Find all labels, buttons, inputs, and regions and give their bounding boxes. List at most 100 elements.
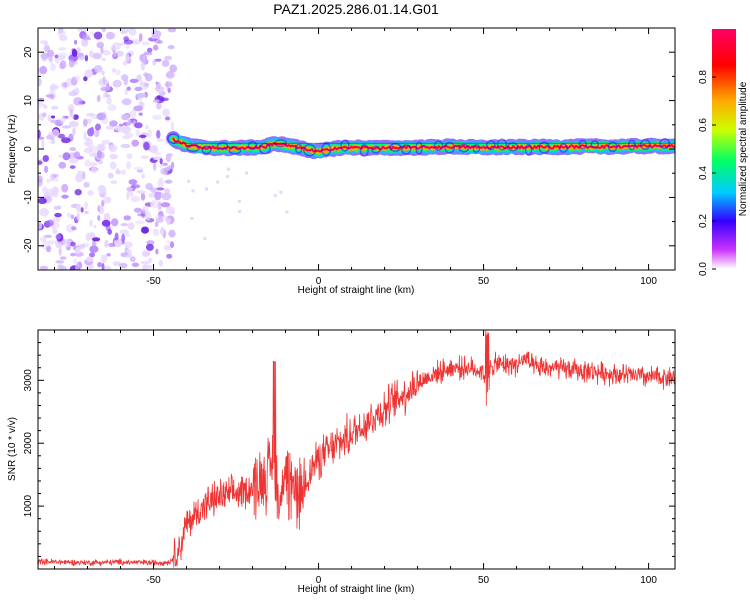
- noise-blob: [66, 212, 72, 218]
- noise-blob: [101, 219, 111, 227]
- noise-blob: [102, 76, 106, 85]
- noise-blob: [43, 105, 48, 109]
- noise-blob: [70, 241, 76, 247]
- ridge-blob: [303, 143, 317, 157]
- ridge-blob: [201, 145, 212, 155]
- noise-blob: [55, 234, 61, 240]
- noise-blob: [87, 127, 95, 137]
- noise-blob: [68, 91, 78, 97]
- y-tick-label: 3000: [23, 369, 34, 392]
- noise-blob: [102, 92, 106, 99]
- noise-blob: [141, 226, 149, 234]
- noise-blob: [131, 262, 140, 268]
- noise-blob: [142, 263, 148, 270]
- noise-blob: [84, 69, 93, 78]
- noise-blob: [145, 243, 154, 251]
- noise-blob: [38, 77, 42, 87]
- noise-blob: [48, 140, 57, 144]
- noise-blob: [237, 199, 241, 203]
- noise-blob: [111, 42, 121, 51]
- noise-blob: [129, 78, 139, 83]
- noise-blob: [131, 139, 139, 147]
- noise-blob: [203, 237, 207, 241]
- noise-blob: [54, 54, 59, 59]
- noise-blob: [134, 122, 143, 129]
- noise-blob: [83, 147, 93, 154]
- noise-blob: [51, 128, 60, 138]
- noise-blob: [227, 167, 231, 171]
- noise-blob: [165, 165, 171, 171]
- noise-blob: [115, 167, 120, 173]
- noise-blob: [54, 212, 62, 218]
- ridge-blob: [247, 141, 258, 150]
- noise-blob: [59, 116, 66, 124]
- ridge-blob: [578, 139, 587, 150]
- noise-blob: [100, 254, 108, 264]
- noise-blob: [120, 223, 129, 227]
- noise-blob: [92, 239, 96, 248]
- noise-blob: [50, 63, 56, 72]
- noise-blob: [162, 108, 171, 117]
- noise-blob: [158, 259, 164, 267]
- noise-blob: [136, 190, 146, 194]
- noise-blob: [105, 94, 111, 98]
- noise-blob: [76, 203, 82, 213]
- noise-blob: [103, 212, 111, 222]
- noise-blob: [126, 153, 133, 159]
- ridge-blob: [321, 142, 332, 157]
- noise-blob: [160, 202, 171, 208]
- noise-blob: [123, 130, 128, 135]
- noise-blob: [55, 243, 63, 249]
- noise-blob: [120, 169, 127, 175]
- noise-blob: [147, 47, 153, 53]
- noise-blob: [58, 161, 67, 169]
- noise-blob: [84, 210, 89, 215]
- noise-blob: [216, 180, 220, 184]
- noise-blob: [163, 245, 172, 251]
- noise-blob: [91, 166, 98, 174]
- noise-blob: [57, 29, 66, 38]
- noise-blob: [162, 162, 168, 166]
- noise-blob: [102, 49, 111, 56]
- noise-blob: [62, 82, 68, 88]
- ridge-blob: [359, 144, 369, 157]
- noise-blob: [39, 40, 49, 45]
- noise-blob: [145, 124, 149, 130]
- noise-blob: [112, 79, 122, 88]
- noise-blob: [154, 58, 162, 62]
- noise-blob: [279, 190, 283, 194]
- noise-blob: [134, 86, 143, 92]
- noise-blob: [140, 155, 150, 159]
- ridge-blob: [558, 143, 568, 153]
- noise-blob: [167, 28, 177, 33]
- colorbar-tick-label: 0.8: [698, 70, 709, 84]
- noise-blob: [46, 219, 54, 227]
- noise-blob: [39, 236, 47, 242]
- noise-blob: [85, 138, 94, 146]
- noise-blob: [136, 74, 142, 82]
- noise-blob: [158, 177, 163, 181]
- noise-blob: [164, 179, 173, 184]
- noise-blob: [105, 31, 115, 40]
- noise-blob: [159, 97, 170, 102]
- noise-blob: [69, 147, 77, 152]
- noise-blob: [133, 207, 142, 213]
- noise-blob: [138, 112, 143, 116]
- noise-blob: [165, 116, 171, 121]
- noise-blob: [70, 252, 76, 257]
- noise-blob: [94, 65, 103, 73]
- noise-blob: [238, 209, 242, 213]
- x-tick-label: 100: [640, 575, 657, 586]
- noise-blob: [71, 49, 78, 57]
- noise-blob: [65, 224, 75, 233]
- noise-blob: [105, 125, 114, 130]
- x-tick-label: 100: [640, 276, 657, 287]
- ridge-blob: [167, 133, 180, 144]
- noise-blob: [39, 207, 49, 217]
- spectrogram-marks: [38, 28, 675, 270]
- noise-blob: [46, 240, 56, 245]
- noise-blob: [73, 151, 81, 159]
- noise-blob: [46, 188, 55, 196]
- noise-blob: [156, 138, 165, 143]
